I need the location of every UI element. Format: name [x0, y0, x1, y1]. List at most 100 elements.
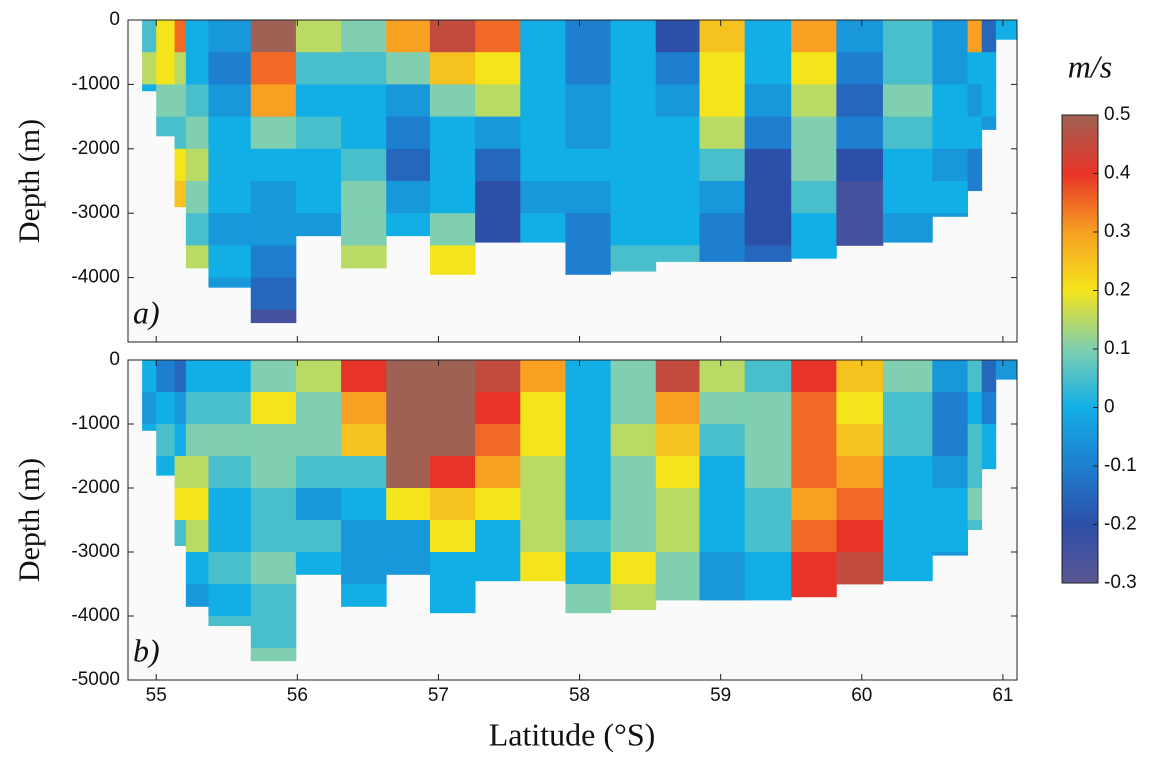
cell	[250, 52, 297, 85]
cell	[142, 392, 157, 425]
cell	[565, 392, 611, 425]
cell	[429, 360, 476, 393]
cell	[386, 52, 431, 85]
colorbar-tick-label: 0.2	[1104, 280, 1130, 301]
cell	[655, 20, 700, 53]
cell	[156, 84, 175, 117]
cell	[520, 456, 566, 489]
cell	[185, 148, 209, 182]
cell	[967, 52, 983, 85]
cell	[520, 52, 566, 85]
cell	[932, 84, 969, 117]
cell	[174, 52, 187, 85]
cell	[208, 84, 252, 117]
cell	[791, 20, 837, 53]
cell	[475, 520, 521, 553]
cell	[185, 213, 209, 246]
cell	[699, 360, 746, 393]
cell	[174, 116, 187, 150]
colorbar-tick-label: -0.3	[1104, 572, 1137, 593]
cell	[295, 360, 342, 393]
cell	[429, 584, 476, 614]
cell	[208, 392, 252, 425]
cell	[655, 148, 700, 182]
cell	[429, 20, 476, 53]
cell	[791, 181, 837, 214]
cell	[744, 360, 792, 393]
cell	[699, 116, 746, 150]
cell	[386, 148, 431, 182]
cell	[882, 116, 933, 150]
cell	[699, 52, 746, 85]
cell	[836, 456, 884, 489]
colorbar-tick-label: 0.4	[1104, 163, 1131, 184]
cell	[610, 181, 657, 214]
cell	[250, 148, 297, 182]
cell	[341, 148, 387, 182]
cell	[475, 456, 521, 489]
cell	[655, 520, 700, 553]
cell	[655, 552, 700, 585]
cell	[699, 552, 746, 585]
cell	[791, 52, 837, 85]
cell	[475, 20, 521, 53]
cell	[250, 488, 297, 521]
cell	[565, 456, 611, 489]
cell	[744, 245, 792, 262]
cell	[142, 360, 157, 393]
cell	[967, 392, 983, 425]
cell	[250, 84, 297, 117]
x-tick-label: 57	[428, 685, 449, 706]
cell	[610, 148, 657, 182]
cell	[429, 488, 476, 521]
cell	[341, 116, 387, 150]
cell	[932, 552, 969, 556]
cell	[295, 20, 342, 53]
cell	[836, 213, 884, 246]
cell	[386, 360, 431, 393]
y-tick-label: -4000	[71, 267, 120, 288]
cell	[836, 392, 884, 425]
cell	[932, 488, 969, 521]
cell	[655, 424, 700, 457]
cell	[610, 584, 657, 610]
cell	[429, 424, 476, 457]
cell	[174, 392, 187, 425]
cell	[208, 360, 252, 393]
cell	[429, 148, 476, 182]
cell	[744, 181, 792, 214]
x-tick-label: 58	[569, 685, 590, 706]
cell	[295, 181, 342, 214]
cell	[699, 181, 746, 214]
cell	[475, 424, 521, 457]
cell	[475, 392, 521, 425]
cell	[429, 392, 476, 425]
y-tick-label: 0	[109, 349, 120, 370]
cell	[174, 148, 187, 182]
axes-frame	[127, 359, 1018, 681]
cell	[655, 488, 700, 521]
cell	[967, 456, 983, 489]
cell	[208, 616, 252, 626]
cell	[341, 181, 387, 214]
cell	[386, 116, 431, 150]
cell	[341, 392, 387, 425]
cell	[610, 488, 657, 521]
cell	[882, 488, 933, 521]
cell	[882, 213, 933, 243]
cell	[791, 456, 837, 489]
cell	[836, 360, 884, 393]
cell	[174, 360, 187, 393]
cell	[475, 181, 521, 214]
cell	[967, 84, 983, 117]
cell	[208, 20, 252, 53]
cell	[156, 52, 175, 85]
cell	[995, 360, 1018, 380]
cell	[295, 392, 342, 425]
cell	[250, 309, 297, 324]
cell	[185, 116, 209, 150]
cell	[791, 360, 837, 393]
cell	[386, 20, 431, 53]
cell	[185, 52, 209, 85]
